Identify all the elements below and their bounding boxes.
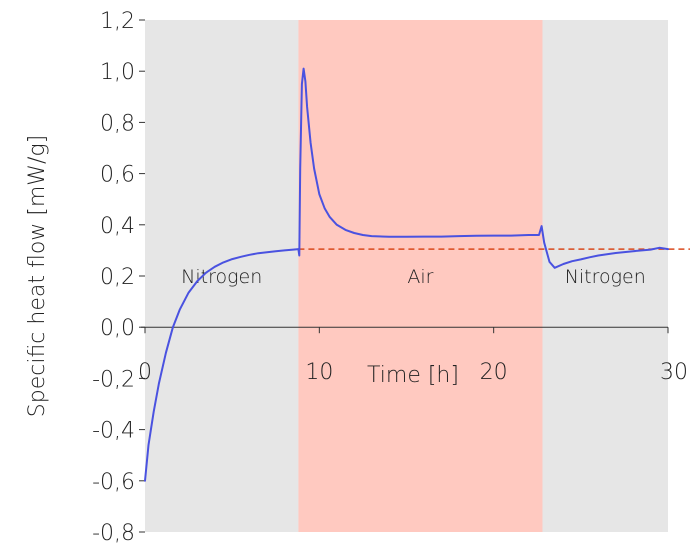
y-tick-label: 0,6 <box>100 163 135 188</box>
y-tick-label: -0,8 <box>92 521 135 546</box>
x-tick-label: 30 <box>660 360 688 385</box>
atmosphere-regions <box>145 20 668 532</box>
series-line-1 <box>144 67 669 482</box>
region-labels: Nitrogen Air Nitrogen <box>181 266 646 288</box>
y-axis-label: Specific heat flow [mW/g] <box>25 135 50 417</box>
y-tick-label: 0,4 <box>100 214 135 239</box>
series-group <box>144 67 669 482</box>
x-tick-label: 0 <box>138 360 152 385</box>
x-axis-label: Time [h] <box>367 363 459 388</box>
region-label-2: Air <box>407 266 433 288</box>
region-1 <box>145 20 299 532</box>
y-tick-label: 0,2 <box>100 265 135 290</box>
y-tick-label: 0,0 <box>100 316 135 341</box>
region-3 <box>542 20 668 532</box>
y-tick-label: 0,8 <box>100 111 135 136</box>
x-tick-labels: 0 10 20 30 <box>138 360 688 385</box>
y-tick-labels: -0,8 -0,6 -0,4 -0,2 0,0 0,2 0,4 0,6 0,8 1,0 1,2 <box>92 9 135 546</box>
region-label-3: Nitrogen <box>565 266 646 288</box>
region-2 <box>298 20 543 532</box>
y-tick-label: -0,6 <box>92 470 135 495</box>
region-label-1: Nitrogen <box>181 266 262 288</box>
x-tick-label: 10 <box>305 360 333 385</box>
y-tick-label: 1,2 <box>100 9 135 34</box>
tick-marks <box>139 19 669 533</box>
y-tick-label: -0,2 <box>92 367 135 392</box>
y-tick-label: 1,0 <box>100 60 135 85</box>
y-tick-label: -0,4 <box>92 419 135 444</box>
x-tick-label: 20 <box>480 360 508 385</box>
